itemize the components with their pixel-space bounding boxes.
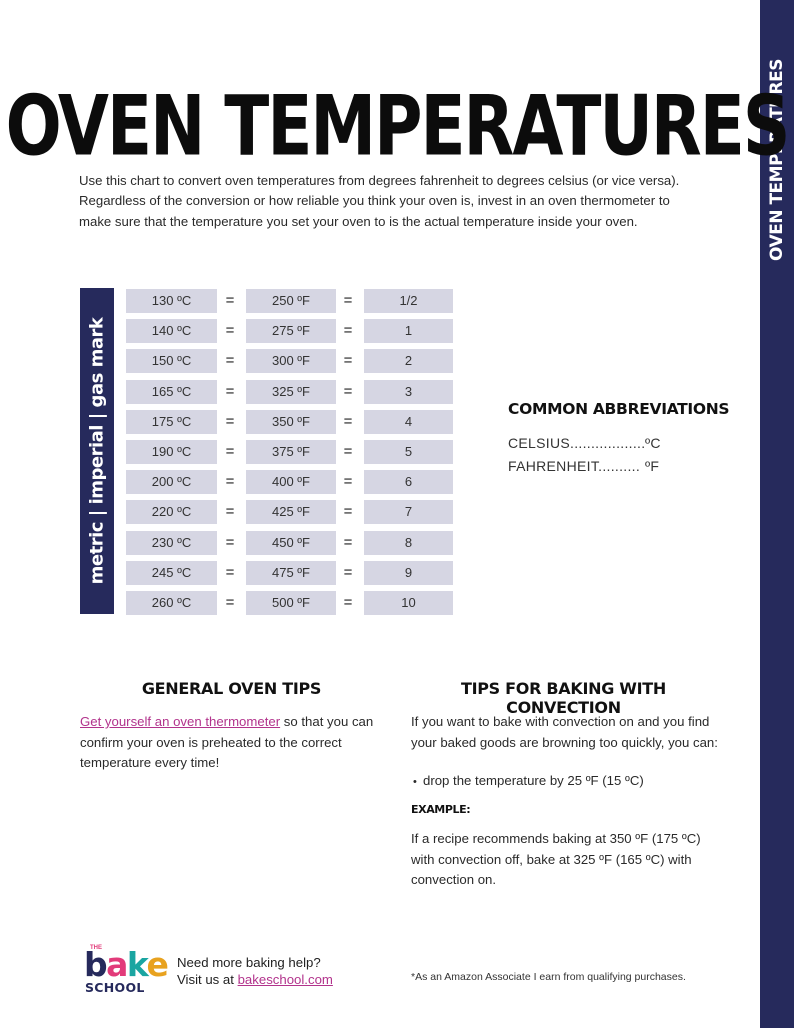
gas-mark-cell: 10 (364, 591, 453, 615)
equals-sign: = (343, 563, 353, 581)
gas-mark-cell: 7 (364, 500, 453, 525)
celsius-cell: 130 ºC (126, 289, 217, 313)
abbreviations-title: COMMON ABBREVIATIONS (508, 400, 730, 418)
general-tips-body: so that you can confirm your oven is pre… (80, 714, 374, 770)
intro-paragraph: Use this chart to convert oven temperatu… (79, 173, 680, 229)
equals-sign: = (343, 322, 353, 340)
equals-sign: = (343, 412, 353, 430)
equals-sign: = (225, 533, 235, 551)
equals-sign: = (225, 443, 235, 460)
bakeschool-link[interactable]: bakeschool.com (237, 972, 333, 987)
logo-letter: e (146, 945, 168, 984)
fahrenheit-cell: 350 ºF (246, 409, 336, 434)
fahrenheit-cell: 500 ºF (246, 591, 336, 615)
equals-sign: = (225, 473, 235, 491)
fahrenheit-cell: 300 ºF (246, 349, 336, 374)
equals-sign: = (225, 292, 235, 309)
logo-letters: bake (84, 945, 169, 984)
gas-mark-cell: 5 (364, 440, 453, 464)
affiliate-disclaimer: *As an Amazon Associate I earn from qual… (411, 971, 686, 983)
gas-mark-cell: 8 (364, 530, 453, 555)
celsius-cell: 230 ºC (126, 530, 217, 555)
logo-letter: b (84, 945, 108, 984)
help-line-prefix: Visit us at (177, 972, 238, 987)
celsius-cell: 175 ºC (126, 409, 217, 434)
convection-tips-title: TIPS FOR BAKING WITH CONVECTION (460, 679, 667, 717)
abbreviation-celsius: CELSIUS.................. ºC (508, 435, 661, 451)
fahrenheit-cell: 475 ºF (246, 560, 336, 585)
celsius-cell: 220 ºC (126, 500, 217, 525)
abbreviation-unit: ºF (645, 458, 660, 474)
oven-thermometer-link[interactable]: Get yourself an oven thermometer (80, 714, 281, 729)
logo-letter: k (126, 945, 148, 984)
equals-sign: = (343, 533, 353, 551)
bake-school-logo[interactable]: THE bake SCHOOL (84, 945, 169, 997)
example-label: EXAMPLE: (411, 803, 471, 816)
equals-sign: = (343, 382, 353, 400)
equals-sign: = (225, 382, 235, 400)
celsius-cell: 190 ºC (126, 440, 217, 464)
convection-tip-item: drop the temperature by 25 ºF (15 ºC) (413, 771, 644, 792)
equals-sign: = (225, 594, 235, 611)
help-line-1: Need more baking help? (177, 955, 321, 970)
equals-sign: = (343, 594, 353, 611)
equals-sign: = (343, 443, 353, 460)
gas-mark-cell: 1 (364, 319, 453, 344)
equals-sign: = (225, 503, 235, 521)
gas-mark-cell: 4 (364, 409, 453, 434)
logo-school: SCHOOL (85, 980, 145, 995)
fahrenheit-cell: 450 ºF (246, 530, 336, 555)
convection-tips-list: drop the temperature by 25 ºF (15 ºC) (413, 771, 644, 792)
celsius-cell: 150 ºC (126, 349, 217, 374)
convection-tips-intro: If you want to bake with convection on a… (411, 714, 718, 750)
side-tab-bar (760, 0, 794, 1028)
celsius-cell: 140 ºC (126, 319, 217, 344)
equals-sign: = (225, 412, 235, 430)
gas-mark-cell: 3 (364, 379, 453, 404)
gas-mark-cell: 2 (364, 349, 453, 374)
general-tips-title: GENERAL OVEN TIPS (141, 679, 322, 698)
fahrenheit-cell: 375 ºF (246, 440, 336, 464)
table-side-bar (80, 288, 114, 614)
logo-letter: a (106, 945, 128, 984)
equals-sign: = (225, 352, 235, 370)
logo-the: THE (90, 945, 102, 951)
abbreviation-fahrenheit: FAHRENHEIT.......... ºF (508, 458, 659, 474)
equals-sign: = (343, 292, 353, 309)
abbreviation-unit: ºC (645, 435, 661, 451)
celsius-cell: 260 ºC (126, 591, 217, 615)
fahrenheit-cell: 425 ºF (246, 500, 336, 525)
fahrenheit-cell: 325 ºF (246, 379, 336, 404)
fahrenheit-cell: 400 ºF (246, 470, 336, 495)
equals-sign: = (343, 473, 353, 491)
equals-sign: = (343, 352, 353, 370)
table-side-label: metric | imperial | gas mark (86, 317, 108, 585)
equals-sign: = (343, 503, 353, 521)
celsius-cell: 165 ºC (126, 379, 217, 404)
fahrenheit-cell: 250 ºF (246, 289, 336, 313)
page-title: OVEN TEMPERATURES (5, 78, 791, 175)
abbreviation-term: CELSIUS.................. (508, 435, 646, 451)
help-line-2: Visit us at bakeschool.com (177, 971, 333, 988)
celsius-cell: 200 ºC (126, 470, 217, 495)
gas-mark-cell: 9 (364, 560, 453, 585)
equals-sign: = (225, 322, 235, 340)
general-tips-text: Get yourself an oven thermometer so that… (80, 712, 385, 774)
celsius-cell: 245 ºC (126, 560, 217, 585)
gas-mark-cell: 1/2 (364, 289, 453, 313)
example-text: If a recipe recommends baking at 350 ºF … (411, 831, 701, 887)
gas-mark-cell: 6 (364, 470, 453, 495)
abbreviation-term: FAHRENHEIT.......... (508, 458, 641, 474)
fahrenheit-cell: 275 ºF (246, 319, 336, 344)
equals-sign: = (225, 563, 235, 581)
help-text: Need more baking help? Visit us at bakes… (177, 954, 333, 988)
